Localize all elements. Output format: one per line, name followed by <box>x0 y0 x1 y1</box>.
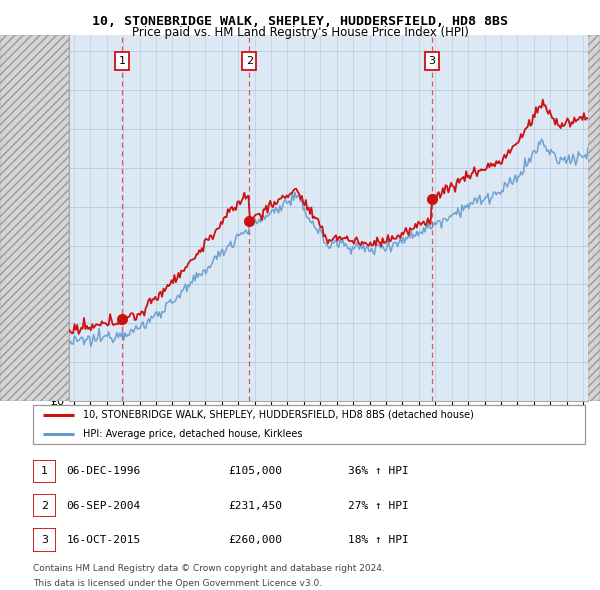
Text: Contains HM Land Registry data © Crown copyright and database right 2024.: Contains HM Land Registry data © Crown c… <box>33 564 385 573</box>
Text: 1: 1 <box>118 56 125 66</box>
Text: £231,450: £231,450 <box>228 501 282 510</box>
FancyBboxPatch shape <box>33 494 56 517</box>
Text: £260,000: £260,000 <box>228 535 282 545</box>
Text: £105,000: £105,000 <box>228 467 282 476</box>
FancyBboxPatch shape <box>33 528 56 552</box>
Text: 3: 3 <box>428 56 436 66</box>
Text: 10, STONEBRIDGE WALK, SHEPLEY, HUDDERSFIELD, HD8 8BS: 10, STONEBRIDGE WALK, SHEPLEY, HUDDERSFI… <box>92 15 508 28</box>
FancyBboxPatch shape <box>33 405 585 444</box>
Text: 1: 1 <box>41 467 48 476</box>
Text: 2: 2 <box>41 501 48 510</box>
Text: This data is licensed under the Open Government Licence v3.0.: This data is licensed under the Open Gov… <box>33 579 322 588</box>
Text: HPI: Average price, detached house, Kirklees: HPI: Average price, detached house, Kirk… <box>83 428 302 438</box>
Text: 36% ↑ HPI: 36% ↑ HPI <box>348 467 409 476</box>
Text: 18% ↑ HPI: 18% ↑ HPI <box>348 535 409 545</box>
Text: 16-OCT-2015: 16-OCT-2015 <box>67 535 141 545</box>
Text: 06-DEC-1996: 06-DEC-1996 <box>67 467 141 476</box>
Text: 2: 2 <box>246 56 253 66</box>
Text: 06-SEP-2004: 06-SEP-2004 <box>67 501 141 510</box>
Text: 27% ↑ HPI: 27% ↑ HPI <box>348 501 409 510</box>
Text: Price paid vs. HM Land Registry's House Price Index (HPI): Price paid vs. HM Land Registry's House … <box>131 26 469 39</box>
Text: 3: 3 <box>41 535 48 545</box>
FancyBboxPatch shape <box>33 460 56 483</box>
Text: 10, STONEBRIDGE WALK, SHEPLEY, HUDDERSFIELD, HD8 8BS (detached house): 10, STONEBRIDGE WALK, SHEPLEY, HUDDERSFI… <box>83 410 473 420</box>
